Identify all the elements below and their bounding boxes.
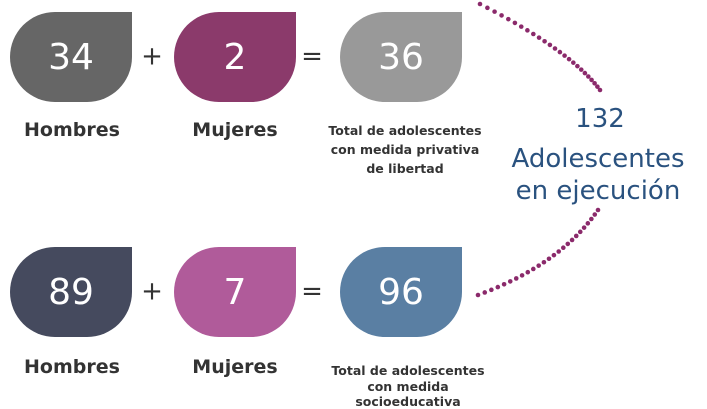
drop <box>10 12 132 102</box>
dot <box>506 16 511 22</box>
dot <box>586 74 591 79</box>
dot <box>575 63 580 69</box>
dot <box>552 46 558 51</box>
dot <box>561 245 566 251</box>
drop <box>174 12 296 102</box>
dot <box>592 212 598 217</box>
plus: + <box>141 277 163 307</box>
women-label: Mujeres <box>192 356 277 378</box>
dot <box>518 24 524 29</box>
dot <box>482 290 488 295</box>
dot <box>507 279 513 284</box>
drop <box>340 12 462 102</box>
dot <box>551 252 557 258</box>
dot <box>592 80 597 86</box>
dot <box>536 263 541 268</box>
drop-value: 36 <box>378 37 424 78</box>
dot <box>595 207 601 213</box>
dot <box>589 77 594 83</box>
dot <box>571 60 576 65</box>
dot <box>519 273 525 278</box>
women-label: Mujeres <box>192 119 277 141</box>
dot <box>512 20 518 26</box>
dot <box>531 31 536 37</box>
drop-value: 96 <box>378 272 424 313</box>
dot <box>489 287 494 293</box>
drop-value: 34 <box>48 37 94 78</box>
dot <box>531 266 536 272</box>
summary-value: 132 <box>575 104 625 134</box>
dot <box>477 1 483 7</box>
total-label: socioeducativa <box>355 394 460 409</box>
summary-line: Adolescentes <box>511 144 684 174</box>
drop-value: 89 <box>48 272 94 313</box>
equals: = <box>301 277 323 307</box>
dot <box>546 256 552 262</box>
drop-value: 2 <box>224 37 247 78</box>
total-label: de libertad <box>366 161 443 176</box>
dot <box>485 5 490 11</box>
men-label: Hombres <box>24 119 120 141</box>
equals: = <box>301 42 323 72</box>
dotted-connector <box>475 1 603 298</box>
dot <box>541 259 547 265</box>
total-label: Total de adolescentes <box>328 123 481 138</box>
dot <box>597 87 603 93</box>
dot <box>578 67 584 72</box>
drop <box>10 247 132 337</box>
dot <box>566 56 572 62</box>
dot <box>582 70 588 76</box>
men-label: Hombres <box>24 356 120 378</box>
dot <box>547 42 553 48</box>
dot <box>589 216 594 222</box>
summary-line: en ejecución <box>516 176 681 206</box>
dot <box>536 35 542 40</box>
total-label: Total de adolescentes <box>331 363 484 378</box>
dot <box>557 49 563 55</box>
dot <box>492 9 497 14</box>
dot <box>585 221 591 226</box>
dot <box>513 276 519 281</box>
dot <box>581 225 587 230</box>
dot <box>562 53 567 58</box>
dot <box>525 269 531 275</box>
dot <box>501 282 507 287</box>
dot <box>569 237 575 243</box>
dot <box>577 229 583 235</box>
plus: + <box>141 42 163 72</box>
dot <box>499 13 504 18</box>
dot <box>573 233 579 239</box>
total-label: con medida <box>367 379 448 394</box>
drop <box>174 247 296 337</box>
drop-value: 7 <box>224 272 247 313</box>
dot <box>542 38 547 44</box>
dot <box>556 249 561 254</box>
total-label: con medida privativa <box>331 142 480 157</box>
dot <box>565 241 571 247</box>
drop <box>340 247 462 337</box>
dot <box>595 84 600 89</box>
dot <box>475 292 481 298</box>
dot <box>495 284 501 290</box>
dot <box>525 28 530 33</box>
